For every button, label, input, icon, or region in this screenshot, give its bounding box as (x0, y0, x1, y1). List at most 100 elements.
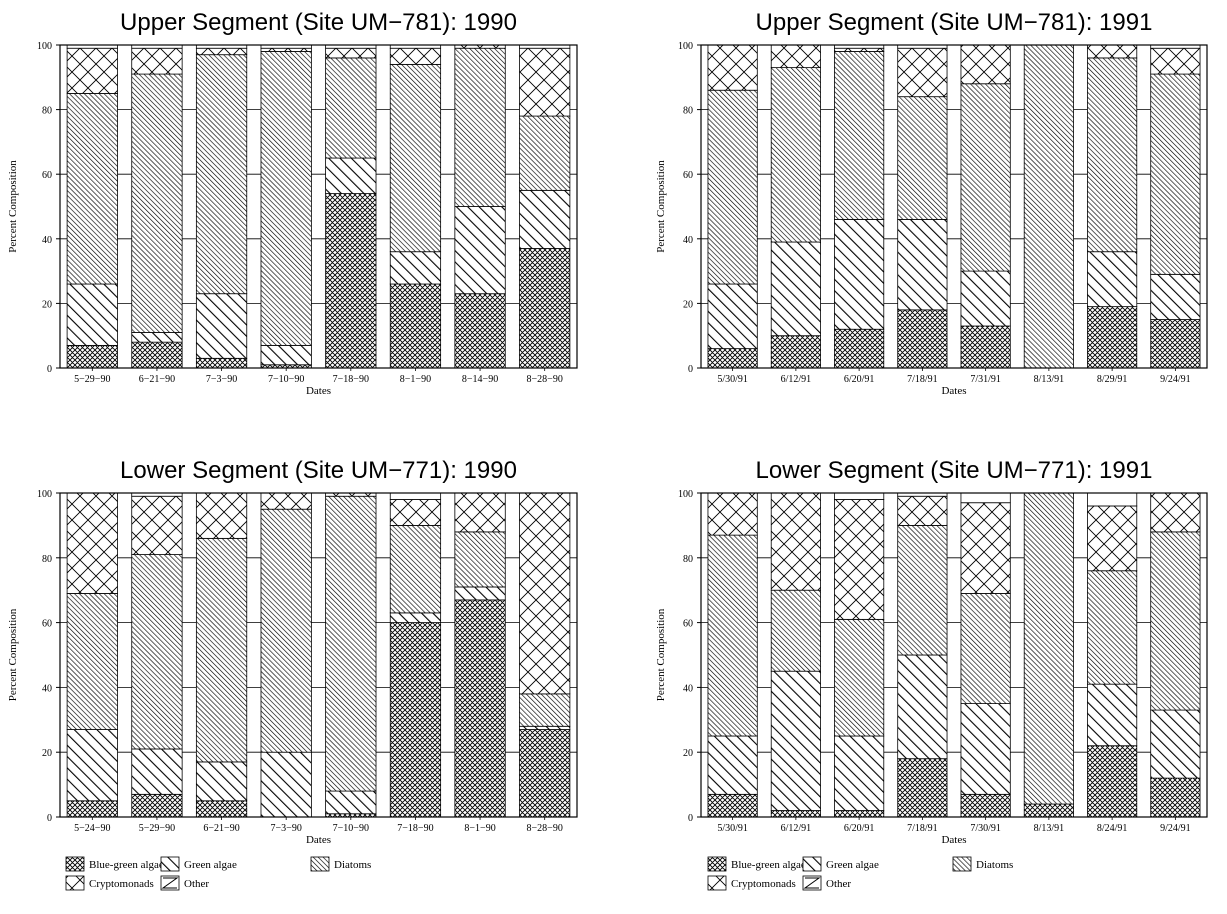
y-tick-label: 40 (42, 235, 52, 246)
x-tick-label: 5/30/91 (717, 823, 748, 834)
bar-segment-diatoms (195, 537, 248, 763)
bar-segment-blue-green (389, 283, 442, 369)
bar-segment-green (1087, 251, 1138, 308)
x-tick-label: 8−28−90 (527, 374, 563, 385)
y-tick-label: 0 (688, 813, 693, 824)
bar-segment-cryptomonads (260, 47, 312, 52)
bar-segment-green (960, 270, 1011, 327)
x-tick-label: 8/13/91 (1034, 823, 1065, 834)
y-tick-label: 20 (42, 299, 52, 310)
bar-segment-cryptomonads (131, 47, 183, 75)
legend-swatch-blue-green (65, 856, 85, 872)
bar-segment-other (1087, 492, 1138, 507)
y-tick-label: 100 (37, 489, 52, 500)
bar-segment-green (707, 735, 758, 795)
x-tick-label: 7−18−90 (333, 374, 369, 385)
x-axis-label: Dates (306, 385, 331, 397)
bar-segment-diatoms (454, 47, 506, 207)
legend-label: Cryptomonads (731, 878, 796, 890)
bar-segment-green (770, 670, 821, 811)
chart-title: Upper Segment (Site UM−781): 1991 (756, 9, 1153, 36)
bar-segment-cryptomonads (960, 502, 1011, 594)
y-tick-label: 60 (42, 619, 52, 630)
bar-segment-other (389, 492, 442, 500)
bar-segment-diatoms (454, 531, 506, 588)
x-tick-label: 7/30/91 (970, 823, 1001, 834)
bar-segment-blue-green (1150, 777, 1201, 818)
x-tick-label: 9/24/91 (1160, 823, 1191, 834)
bar-segment-diatoms (195, 54, 248, 295)
bar-segment-blue-green (389, 622, 442, 818)
x-axis-label: Dates (941, 385, 966, 397)
bar-segment-diatoms (707, 89, 758, 285)
bar-segment-green (454, 586, 506, 601)
chart-title: Upper Segment (Site UM−781): 1990 (120, 9, 517, 36)
chart-title: Lower Segment (Site UM−771): 1990 (120, 457, 517, 484)
x-tick-label: 9/24/91 (1160, 374, 1191, 385)
x-tick-label: 5−24−90 (74, 823, 110, 834)
bar-segment-cryptomonads (389, 499, 442, 526)
bar-segment-blue-green (66, 800, 118, 818)
legend-label: Cryptomonads (89, 878, 154, 890)
bar-segment-green (131, 332, 183, 343)
x-tick-label: 5−29−90 (139, 823, 175, 834)
legend-label: Green algae (184, 859, 237, 871)
bar-segment-cryptomonads (66, 47, 118, 94)
legend-other-mark (161, 877, 179, 889)
bar-segment-green (325, 157, 377, 194)
bar-segment-green (66, 283, 118, 346)
x-axis-label: Dates (941, 834, 966, 846)
y-tick-label: 60 (683, 170, 693, 181)
y-axis-label: Percent Composition (655, 160, 667, 253)
x-tick-label: 6/20/91 (844, 374, 875, 385)
x-tick-label: 8−1−90 (400, 374, 431, 385)
bar-segment-cryptomonads (1150, 47, 1201, 75)
bar-segment-diatoms (834, 51, 885, 220)
bar-segment-cryptomonads (389, 47, 442, 65)
x-tick-label: 5/30/91 (717, 374, 748, 385)
bar-segment-diatoms (66, 593, 118, 730)
bar-segment-green (260, 751, 312, 818)
legend-swatch-cryptomonads (707, 875, 727, 891)
legend-label: Blue-green algae (89, 859, 164, 871)
y-axis-label: Percent Composition (655, 608, 667, 701)
bar-segment-diatoms (1150, 73, 1201, 275)
bar-segment-cryptomonads (707, 492, 758, 536)
bar-segment-blue-green (1023, 803, 1074, 818)
x-tick-label: 6−21−90 (203, 823, 239, 834)
x-tick-label: 7−10−90 (268, 374, 304, 385)
bar-segment-green (389, 251, 442, 285)
bar-segment-blue-green (897, 758, 948, 818)
x-tick-label: 7−3−90 (271, 823, 302, 834)
legend-swatch-blue-green (707, 856, 727, 872)
bar-segment-green (834, 735, 885, 811)
bar-segment-green (834, 219, 885, 330)
bar-segment-green (770, 241, 821, 337)
x-tick-label: 8−14−90 (462, 374, 498, 385)
bar-segment-green (519, 189, 571, 249)
bar-segment-diatoms (707, 534, 758, 737)
bar-segment-cryptomonads (897, 47, 948, 98)
bar-segment-blue-green (1087, 306, 1138, 369)
x-tick-label: 8−28−90 (527, 823, 563, 834)
y-tick-label: 100 (678, 489, 693, 500)
x-tick-label: 7/31/91 (970, 374, 1001, 385)
bar-segment-blue-green (519, 729, 571, 818)
bar-segment-blue-green (960, 793, 1011, 818)
bar-segment-cryptomonads (519, 47, 571, 117)
bar-segment-cryptomonads (1087, 505, 1138, 572)
bar-segment-diatoms (1023, 44, 1074, 369)
y-axis-label: Percent Composition (7, 608, 19, 701)
x-tick-label: 6/12/91 (781, 823, 812, 834)
bar-segment-green (897, 219, 948, 311)
y-tick-label: 80 (42, 554, 52, 565)
bar-segment-diatoms (389, 63, 442, 253)
bar-segment-diatoms (960, 83, 1011, 272)
bar-segment-diatoms (897, 525, 948, 656)
bar-segment-cryptomonads (834, 47, 885, 52)
x-tick-label: 8/29/91 (1097, 374, 1128, 385)
bar-segment-cryptomonads (707, 44, 758, 91)
y-tick-label: 0 (47, 813, 52, 824)
bar-segment-diatoms (325, 495, 377, 792)
